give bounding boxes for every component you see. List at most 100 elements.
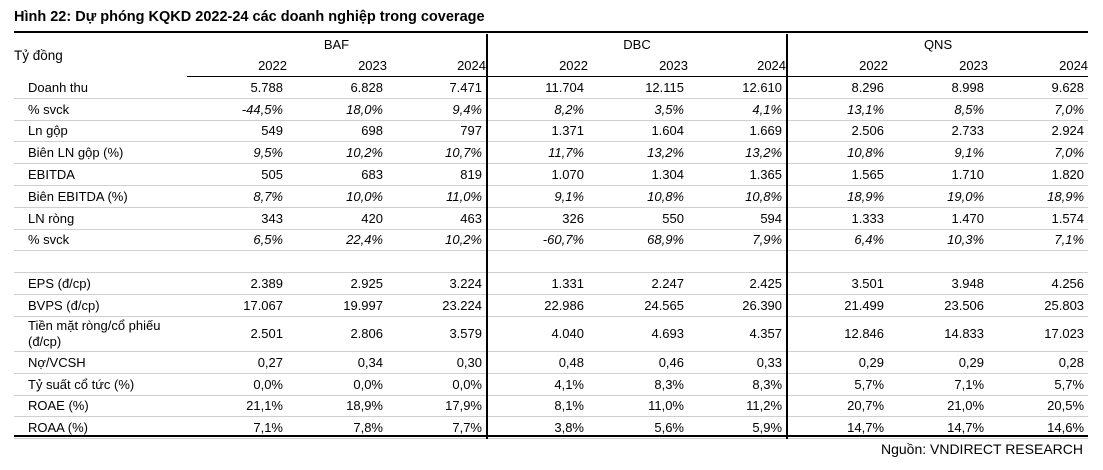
spacer-cell <box>988 250 1089 274</box>
table-cell: 25.803 <box>988 294 1089 317</box>
table-cell: 1.574 <box>988 207 1089 230</box>
table-cell: 7.471 <box>387 76 487 99</box>
table-cell: 7,0% <box>988 141 1089 165</box>
table-cell: 20,5% <box>988 395 1089 418</box>
table-cell: 8.998 <box>888 76 989 99</box>
table-cell: 10,3% <box>888 229 989 252</box>
row-label: EPS (đ/cp) <box>14 272 187 296</box>
table-cell: 4.693 <box>588 316 688 352</box>
bottom-rule <box>14 435 1088 437</box>
table-cell: 24.565 <box>588 294 688 317</box>
spacer-cell <box>688 250 788 274</box>
table-cell: 549 <box>187 120 287 143</box>
table-cell: 11,7% <box>486 141 588 165</box>
table-cell: 7,0% <box>988 98 1089 121</box>
table-cell: 463 <box>387 207 487 230</box>
table-cell: 18,0% <box>287 98 387 121</box>
table-cell: 1.070 <box>486 163 588 186</box>
table-cell: 9,1% <box>888 141 989 165</box>
table-cell: 17.067 <box>187 294 287 317</box>
group-baf: BAF <box>323 37 350 52</box>
year-header: 2023 <box>588 55 688 77</box>
table-cell: 8,2% <box>486 98 588 121</box>
table-cell: 4,1% <box>486 373 588 396</box>
table-cell: 683 <box>287 163 387 186</box>
table-cell: 1.331 <box>486 272 588 296</box>
table-cell: 0,29 <box>786 351 889 374</box>
year-header: 2024 <box>988 55 1089 77</box>
table-cell: 17.023 <box>988 316 1089 352</box>
year-header: 2023 <box>287 55 387 77</box>
row-label: % svck <box>14 98 187 121</box>
table-cell: 0,33 <box>688 351 788 374</box>
table-cell: 7,1% <box>187 416 287 440</box>
table-cell: 7,8% <box>287 416 387 440</box>
spacer-cell <box>888 250 989 274</box>
year-header: 2022 <box>786 55 889 77</box>
table-cell: 68,9% <box>588 229 688 252</box>
table-cell: 0,30 <box>387 351 487 374</box>
table-cell: 8,7% <box>187 185 287 208</box>
table-row: Nợ/VCSH 0,27 0,34 0,30 0,48 0,46 0,33 0,29 0,29 0… <box>14 351 1089 374</box>
table-cell: 3,5% <box>588 98 688 121</box>
forecast-table: Tỷ đồng BAF DBC QNS 2022 2023 2024 2022 … <box>14 34 1089 440</box>
spacer-cell <box>786 250 889 274</box>
row-label: Biên LN gộp (%) <box>14 141 187 165</box>
table-cell: 1.365 <box>688 163 788 186</box>
table-cell: 2.925 <box>287 272 387 296</box>
table-cell: 5,6% <box>588 416 688 440</box>
table-cell: 326 <box>486 207 588 230</box>
table-cell: 10,8% <box>688 185 788 208</box>
row-label: Nợ/VCSH <box>14 351 187 374</box>
table-cell: 0,0% <box>287 373 387 396</box>
table-cell: 14,7% <box>888 416 989 440</box>
table-cell: 18,9% <box>287 395 387 418</box>
table-cell: 420 <box>287 207 387 230</box>
table-cell: 19,0% <box>888 185 989 208</box>
table-row: Biên EBITDA (%) 8,7% 10,0% 11,0% 9,1% 10,8% 10… <box>14 185 1089 208</box>
table-cell: 11,0% <box>387 185 487 208</box>
table-cell: 3.224 <box>387 272 487 296</box>
table-cell: 21,1% <box>187 395 287 418</box>
table-cell: 0,28 <box>988 351 1089 374</box>
table-cell: 13,2% <box>588 141 688 165</box>
table-cell: 14,7% <box>786 416 889 440</box>
unit-label: Tỷ đồng <box>14 47 63 63</box>
table-cell: 13,2% <box>688 141 788 165</box>
table-cell: 819 <box>387 163 487 186</box>
table-cell: 1.304 <box>588 163 688 186</box>
table-cell: 2.506 <box>786 120 889 143</box>
row-label: ROAA (%) <box>14 416 187 440</box>
table-cell: 3.948 <box>888 272 989 296</box>
table-cell: 5,9% <box>688 416 788 440</box>
table-cell: 10,8% <box>786 141 889 165</box>
table-cell: 1.470 <box>888 207 989 230</box>
table-cell: 9,4% <box>387 98 487 121</box>
table-cell: 6.828 <box>287 76 387 99</box>
row-label: ROAE (%) <box>14 395 187 418</box>
table-cell: 1.565 <box>786 163 889 186</box>
table-cell: 1.669 <box>688 120 788 143</box>
year-header: 2024 <box>387 55 487 77</box>
table-cell: 698 <box>287 120 387 143</box>
table-cell: 3,8% <box>486 416 588 440</box>
table-cell: 12.846 <box>786 316 889 352</box>
table-cell: -44,5% <box>187 98 287 121</box>
spacer-cell <box>287 250 387 274</box>
table-cell: 8,3% <box>688 373 788 396</box>
table-cell: 8,5% <box>888 98 989 121</box>
table-cell: 4.357 <box>688 316 788 352</box>
row-label: LN ròng <box>14 207 187 230</box>
table-cell: 10,8% <box>588 185 688 208</box>
row-label: % svck <box>14 229 187 252</box>
table-cell: 13,1% <box>786 98 889 121</box>
year-header-row: 2022 2023 2024 2022 2023 2024 2022 2023 … <box>14 55 1089 77</box>
table-cell: 23.506 <box>888 294 989 317</box>
table-cell: 12.610 <box>688 76 788 99</box>
table-cell: 0,29 <box>888 351 989 374</box>
table-cell: 7,7% <box>387 416 487 440</box>
table-cell: 22.986 <box>486 294 588 317</box>
row-label: Ln gộp <box>14 120 187 143</box>
table-cell: 9,1% <box>486 185 588 208</box>
source-note: Nguồn: VNDIRECT RESEARCH <box>880 441 1083 457</box>
